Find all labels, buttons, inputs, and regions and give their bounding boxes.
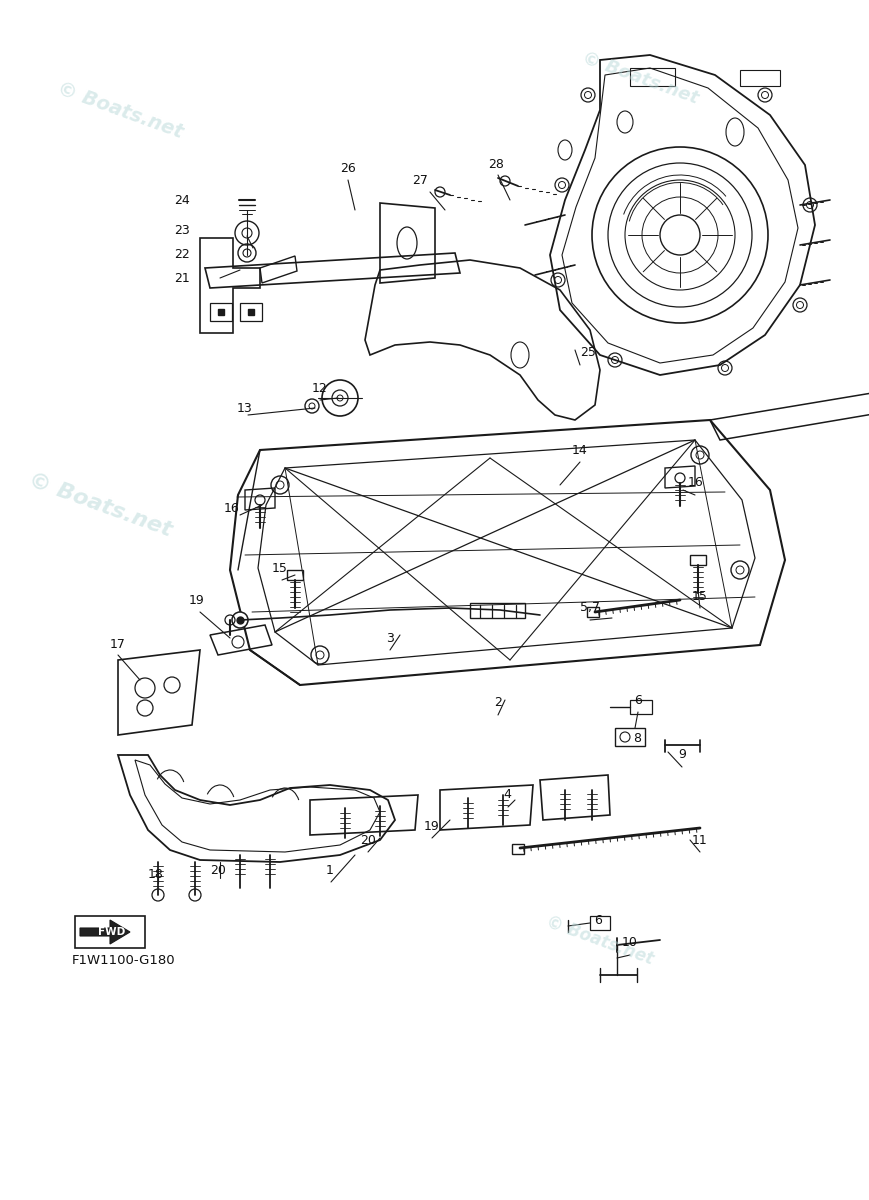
Text: © Boats.net: © Boats.net: [25, 469, 175, 540]
Text: 19: 19: [189, 594, 205, 606]
Text: © Boats.net: © Boats.net: [544, 912, 656, 967]
Bar: [590, 916, 610, 930]
Text: 10: 10: [622, 936, 638, 949]
Bar: [587, 607, 599, 617]
Text: 20: 20: [210, 864, 226, 876]
Bar: [470, 602, 525, 618]
Text: 23: 23: [174, 223, 189, 236]
Circle shape: [232, 612, 248, 628]
Text: 17: 17: [110, 637, 126, 650]
Text: 16: 16: [224, 502, 240, 515]
Bar: [690, 554, 706, 565]
Text: 8: 8: [633, 732, 641, 744]
Text: 19: 19: [424, 820, 440, 833]
Text: 5,7: 5,7: [580, 601, 600, 614]
Text: 20: 20: [360, 834, 376, 846]
Bar: [512, 844, 524, 854]
Text: © Boats.net: © Boats.net: [55, 78, 185, 142]
Bar: [615, 728, 645, 746]
Text: © Boats.net: © Boats.net: [580, 48, 700, 108]
Text: 4: 4: [503, 788, 511, 802]
Bar: [740, 70, 780, 86]
Bar: [287, 570, 303, 580]
Text: 27: 27: [412, 174, 428, 186]
Text: 25: 25: [580, 346, 596, 359]
Bar: [630, 700, 652, 714]
Bar: [75, 916, 145, 948]
Text: 14: 14: [572, 444, 587, 456]
Text: 11: 11: [692, 834, 708, 846]
Text: 21: 21: [174, 271, 189, 284]
Text: 3: 3: [386, 631, 394, 644]
Text: FWD: FWD: [98, 926, 126, 937]
Text: 22: 22: [174, 247, 189, 260]
Text: 15: 15: [272, 562, 288, 575]
Text: 6: 6: [594, 913, 602, 926]
Polygon shape: [80, 920, 130, 944]
Text: F1W1100-G180: F1W1100-G180: [72, 954, 176, 966]
Text: 2: 2: [494, 696, 502, 708]
Text: 13: 13: [237, 402, 253, 414]
Text: 15: 15: [692, 589, 708, 602]
Text: 12: 12: [312, 382, 328, 395]
Bar: [210, 302, 232, 320]
Text: 26: 26: [340, 162, 356, 174]
Text: 16: 16: [688, 476, 704, 490]
Bar: [630, 68, 675, 86]
Bar: [240, 302, 262, 320]
Text: 18: 18: [148, 869, 164, 882]
Text: 9: 9: [678, 749, 686, 762]
Text: 1: 1: [326, 864, 334, 876]
Text: 24: 24: [174, 193, 189, 206]
Text: 6: 6: [634, 694, 642, 707]
Text: 28: 28: [488, 157, 504, 170]
